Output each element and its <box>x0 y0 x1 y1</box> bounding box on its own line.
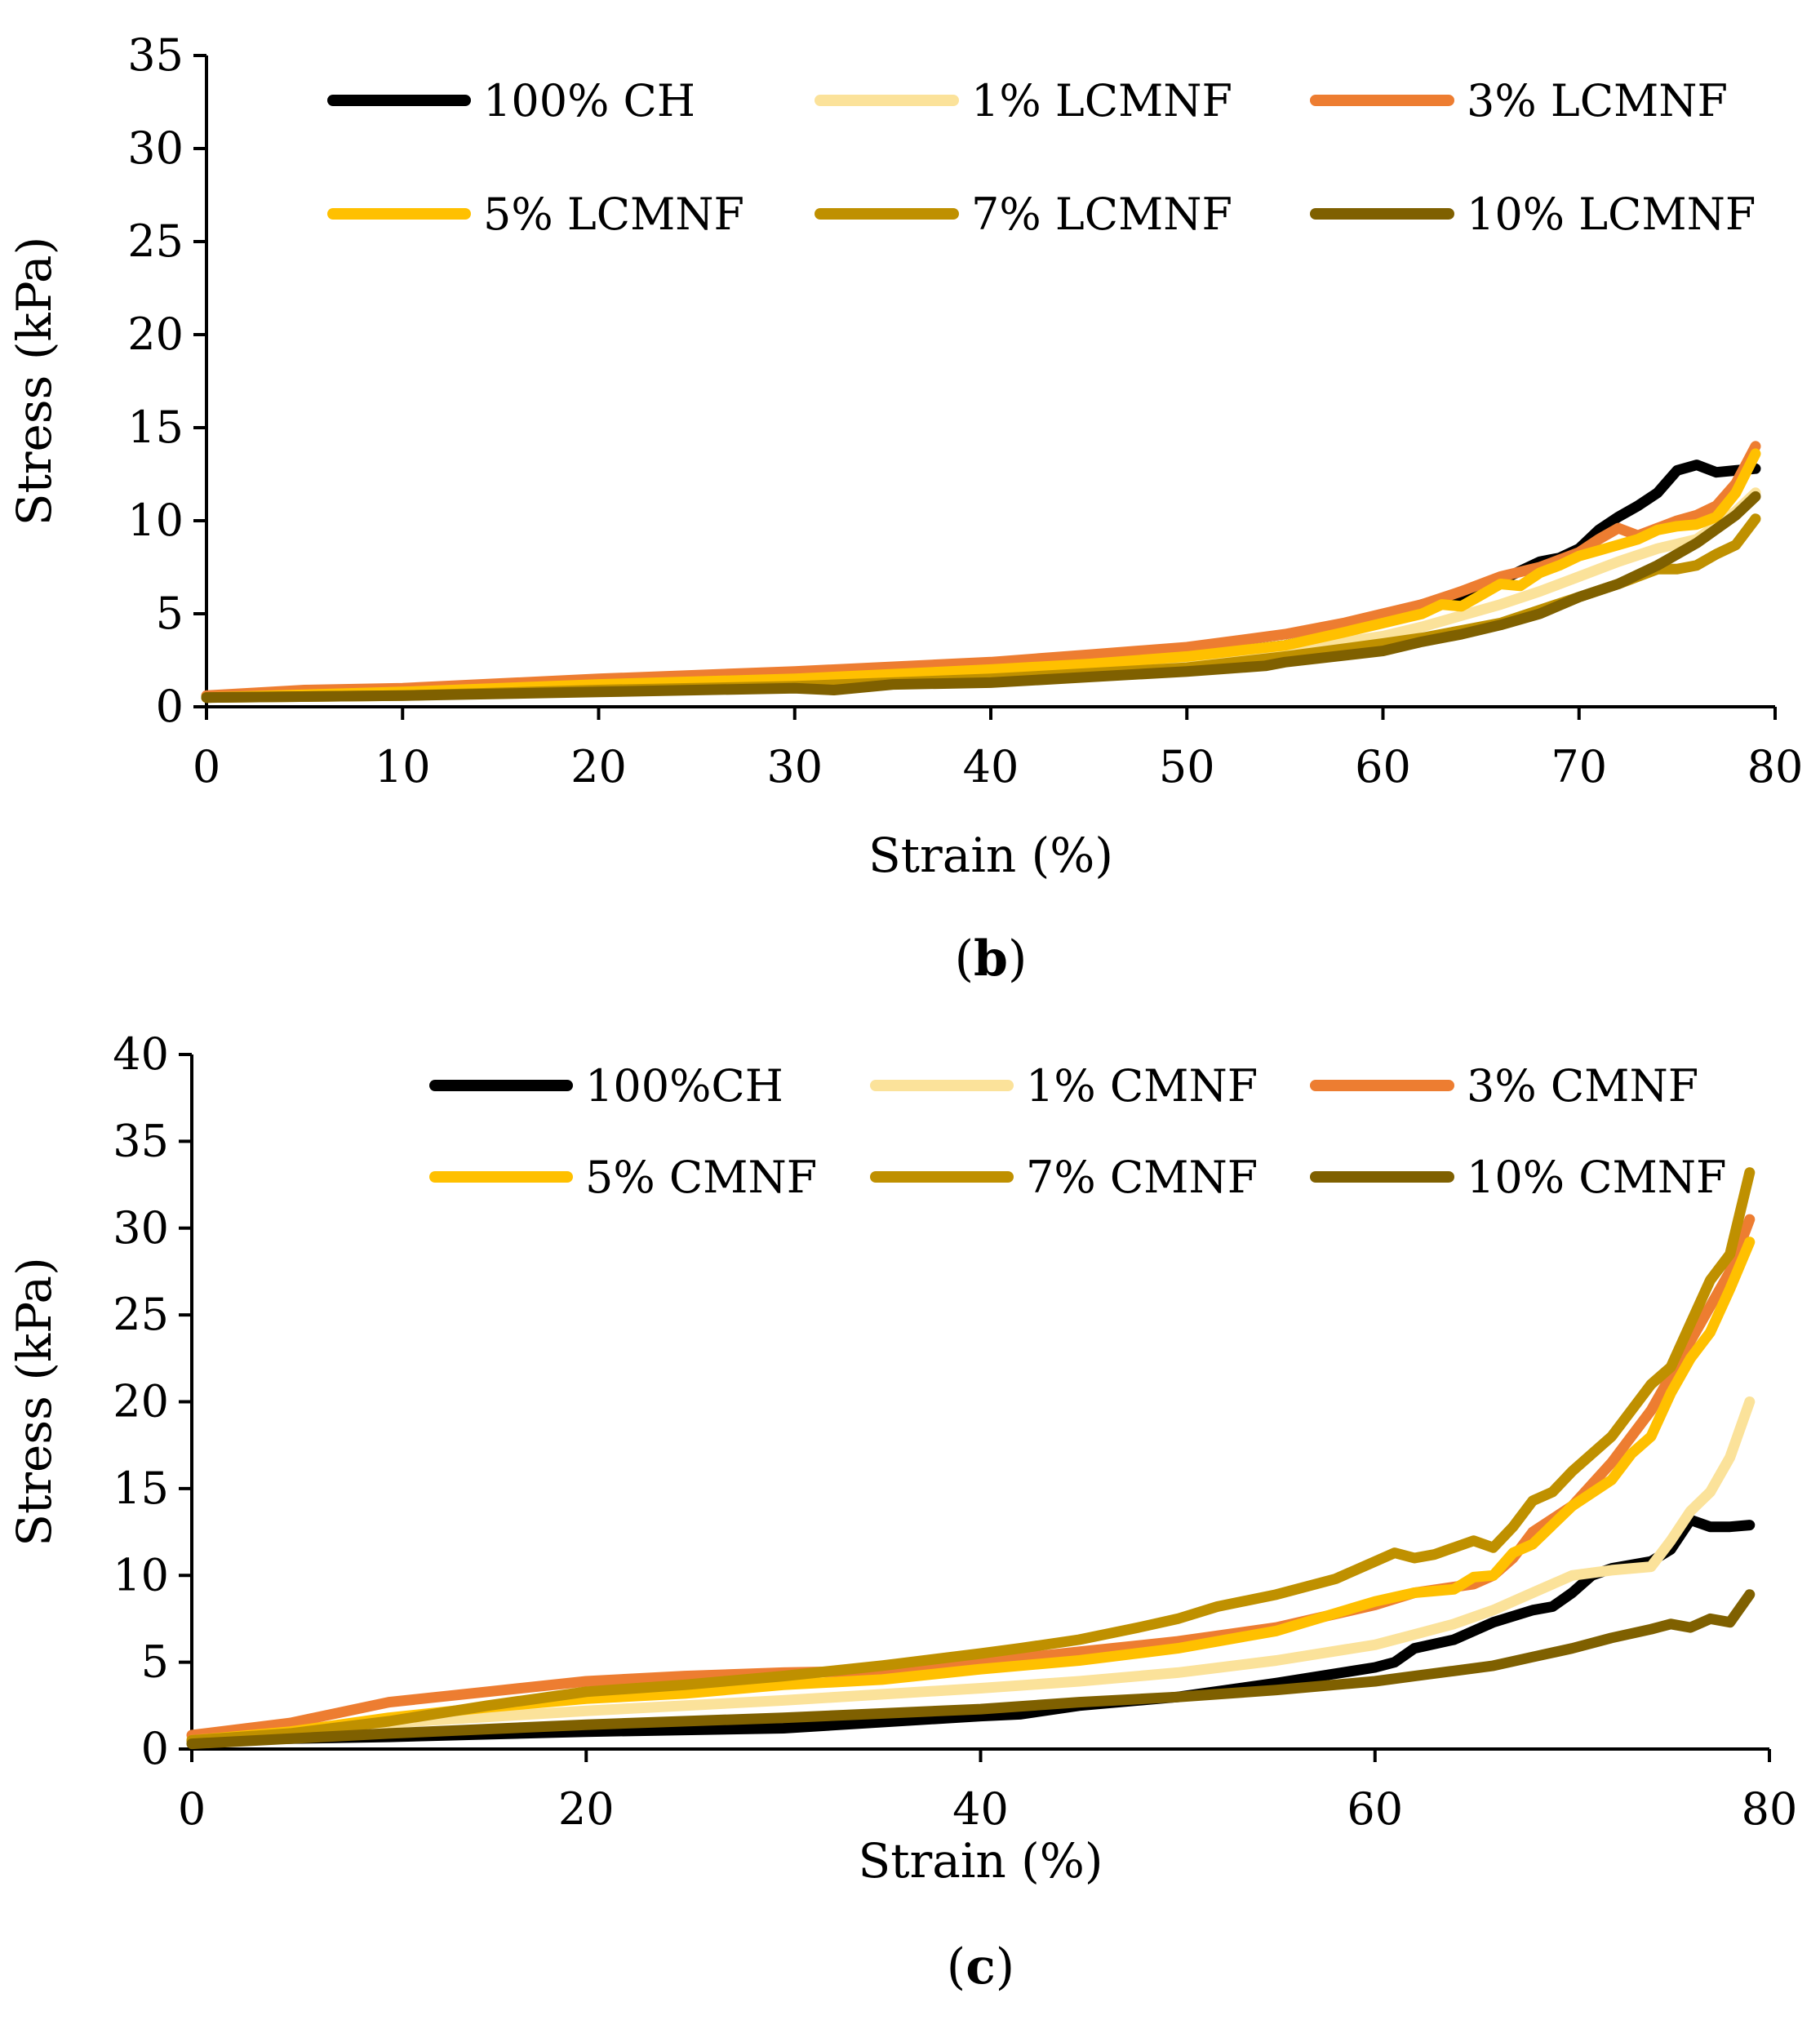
panel-c-series-line-4 <box>186 1236 1756 1746</box>
panel-c-label: (c) <box>947 1938 1014 1996</box>
panel-b-series-line-4 <box>201 448 1761 704</box>
panel-c-legend-label-5: 7% CMNF <box>1026 1152 1258 1203</box>
panel-b-x-tick-label: 10 <box>375 741 431 792</box>
panel-c-y-axis-title: Stress (kPa) <box>7 1257 62 1546</box>
panel-b-y-tick-label: 5 <box>156 588 184 639</box>
panel-c-legend-label-3: 3% CMNF <box>1467 1060 1698 1112</box>
panel-b-series-line-6 <box>201 491 1761 704</box>
panel-c-series-line-6 <box>186 1589 1756 1750</box>
panel-b-label-letter: b <box>974 930 1008 988</box>
panel-b-legend-label-6: 10% LCMNF <box>1467 189 1756 240</box>
panel-b-y-tick-label: 30 <box>127 122 184 174</box>
panel-c-y-tick-label: 5 <box>141 1636 169 1688</box>
panel-c-legend-label-2: 1% CMNF <box>1026 1060 1258 1112</box>
panel-b-y-tick-label: 0 <box>156 681 184 732</box>
panel-b-x-tick-label: 80 <box>1747 741 1804 792</box>
panel-c-y-tick-label: 30 <box>113 1202 169 1254</box>
panel-b-y-tick-label: 35 <box>127 29 184 81</box>
panel-b-y-tick-label: 25 <box>127 215 184 267</box>
panel-b-legend-label-4: 5% LCMNF <box>483 189 744 240</box>
panel-c-y-tick-label: 0 <box>141 1723 169 1774</box>
panel-c-y-tick-label: 35 <box>113 1115 169 1166</box>
panel-c-legend-label-6: 10% CMNF <box>1467 1152 1727 1203</box>
panel-c-x-tick-label: 20 <box>558 1783 615 1835</box>
panel-c-series-line-2 <box>186 1396 1756 1744</box>
panel-c-legend-label-4: 5% CMNF <box>585 1152 817 1203</box>
panel-b-y-tick-label: 15 <box>127 402 184 453</box>
panel-c-y-tick-label: 40 <box>113 1028 169 1080</box>
panel-b-x-tick-label: 60 <box>1355 741 1411 792</box>
panel-b-legend-label-1: 100% CH <box>483 75 695 127</box>
panel-c-x-tick-label: 60 <box>1347 1783 1403 1835</box>
panel-b-x-tick-label: 50 <box>1159 741 1215 792</box>
panel-b-x-tick-label: 40 <box>963 741 1019 792</box>
panel-b-x-axis-title: Strain (%) <box>868 828 1113 883</box>
panel-c-x-axis-title: Strain (%) <box>858 1833 1103 1889</box>
panel-b-x-tick-label: 30 <box>766 741 823 792</box>
panel-b-y-axis-title: Stress (kPa) <box>7 237 62 526</box>
panel-b-y-tick-label: 10 <box>127 495 184 546</box>
panel-b-x-tick-label: 20 <box>570 741 627 792</box>
panel-c-label-letter: c <box>965 1938 996 1996</box>
panel-c-y-tick-label: 25 <box>113 1289 169 1340</box>
panel-b-legend-label-3: 3% LCMNF <box>1467 75 1728 127</box>
panel-c-series-line-5 <box>186 1167 1756 1746</box>
panel-c-y-tick-label: 10 <box>113 1549 169 1600</box>
panel-b-x-tick-label: 70 <box>1551 741 1607 792</box>
panel-b-x-tick-label: 0 <box>193 741 220 792</box>
panel-b-legend-label-5: 7% LCMNF <box>971 189 1232 240</box>
panel-b-series-line-3 <box>201 441 1761 701</box>
panel-c-y-tick-label: 20 <box>113 1376 169 1427</box>
panel-c-y-tick-label: 15 <box>113 1463 169 1514</box>
panel-c-x-tick-label: 40 <box>952 1783 1009 1835</box>
panel-b-y-tick-label: 20 <box>127 309 184 360</box>
panel-c-x-tick-label: 80 <box>1742 1783 1798 1835</box>
panel-c-legend-label-1: 100%CH <box>585 1060 783 1112</box>
panel-c-x-tick-label: 0 <box>178 1783 206 1835</box>
panel-b-legend-label-2: 1% LCMNF <box>971 75 1232 127</box>
panel-b-label: (b) <box>955 930 1028 988</box>
chart-panel-b: 0 10 20 30 40 50 60 70 80 0 5 10 15 20 25 30 35 Strain (%… <box>7 29 1803 988</box>
